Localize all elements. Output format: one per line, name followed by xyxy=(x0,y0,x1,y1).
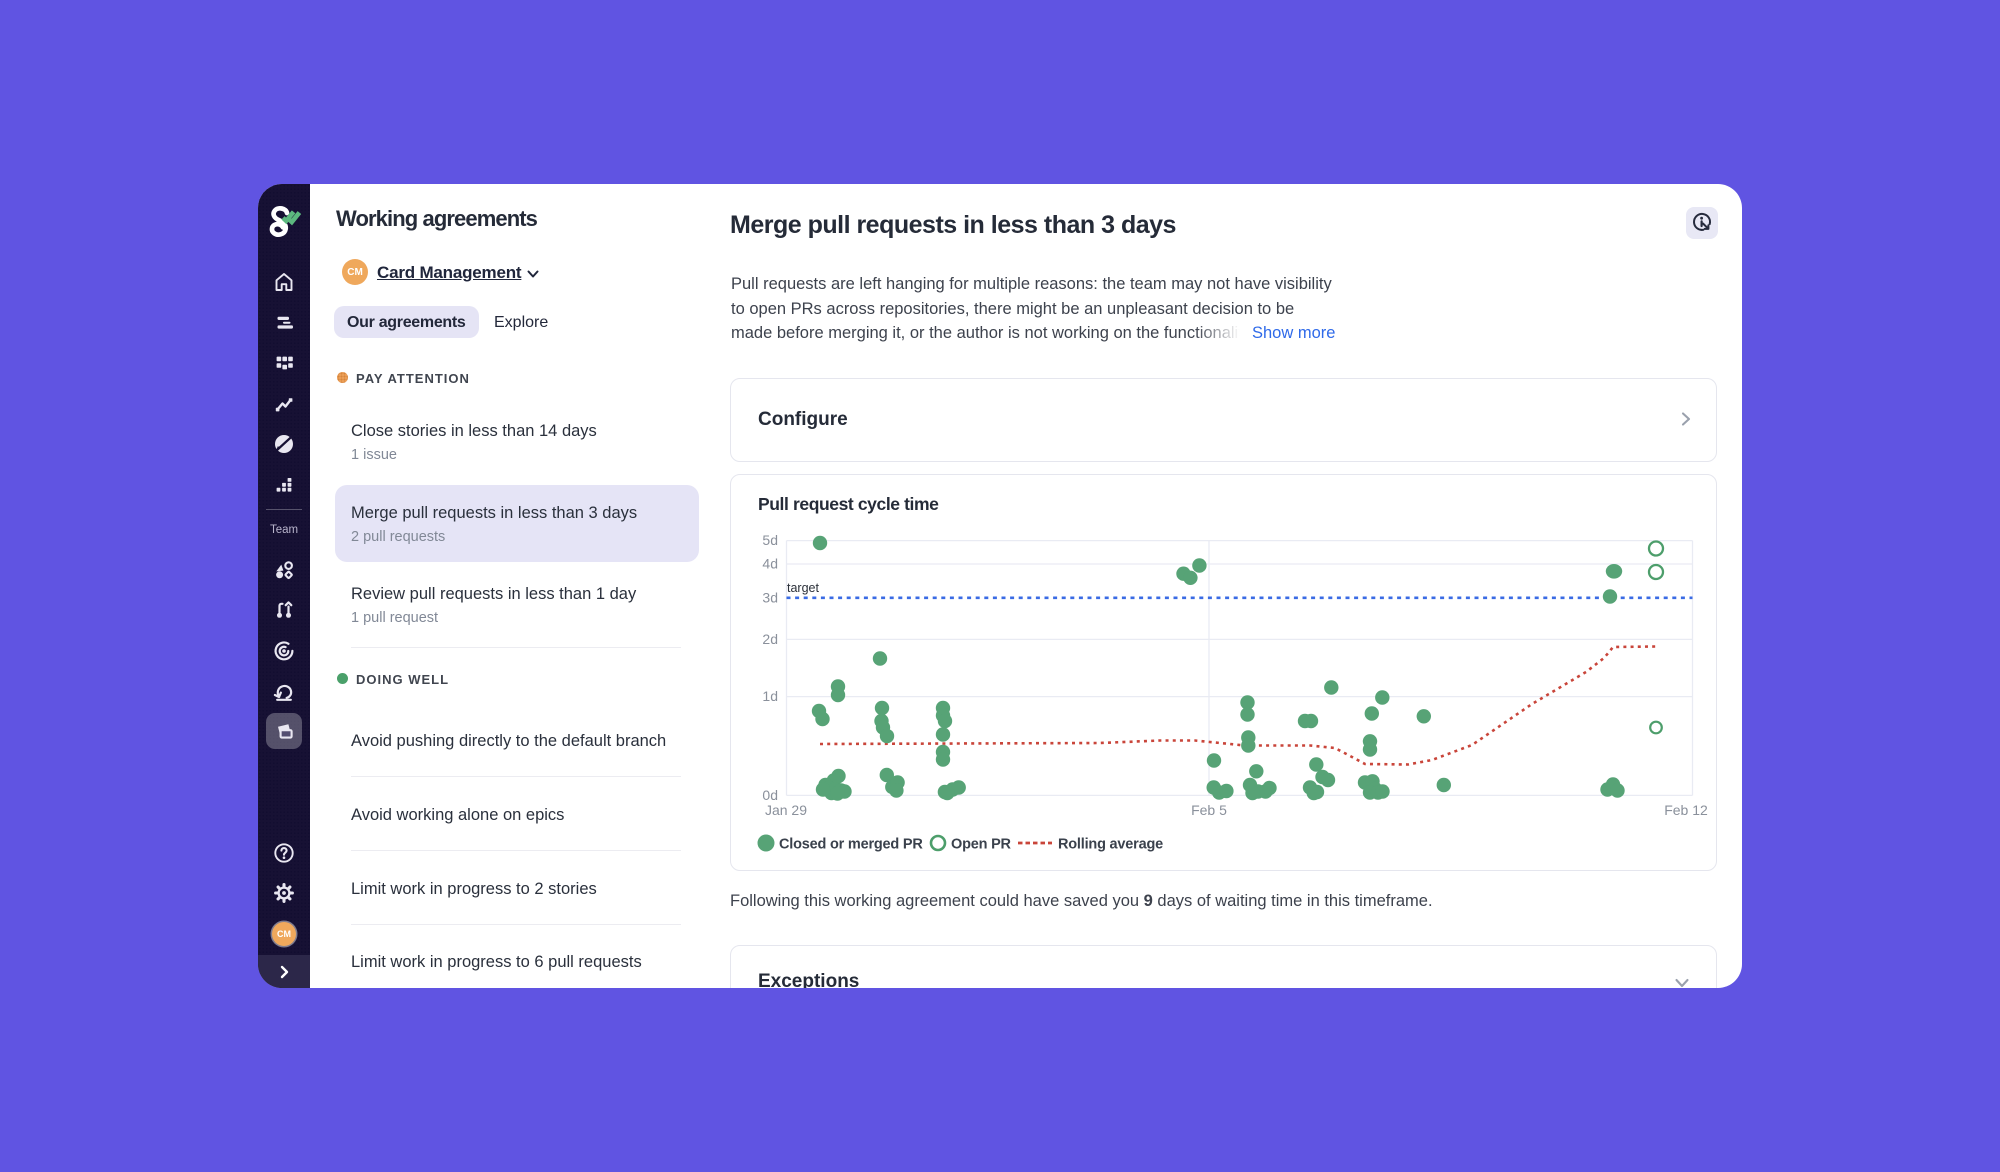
svg-text:5d: 5d xyxy=(762,532,778,548)
svg-text:Feb 5: Feb 5 xyxy=(1191,802,1227,818)
svg-text:Rolling average: Rolling average xyxy=(1058,837,1163,853)
svg-text:Open PR: Open PR xyxy=(951,837,1012,853)
svg-text:Jan 29: Jan 29 xyxy=(765,802,807,818)
svg-text:2d: 2d xyxy=(762,631,778,647)
svg-text:1d: 1d xyxy=(762,688,778,704)
svg-text:Feb 12: Feb 12 xyxy=(1664,802,1708,818)
svg-text:4d: 4d xyxy=(762,556,778,572)
svg-text:0d: 0d xyxy=(762,787,778,803)
svg-text:target: target xyxy=(787,581,819,595)
svg-text:Closed or merged PR: Closed or merged PR xyxy=(779,837,923,853)
svg-text:3d: 3d xyxy=(762,589,778,605)
